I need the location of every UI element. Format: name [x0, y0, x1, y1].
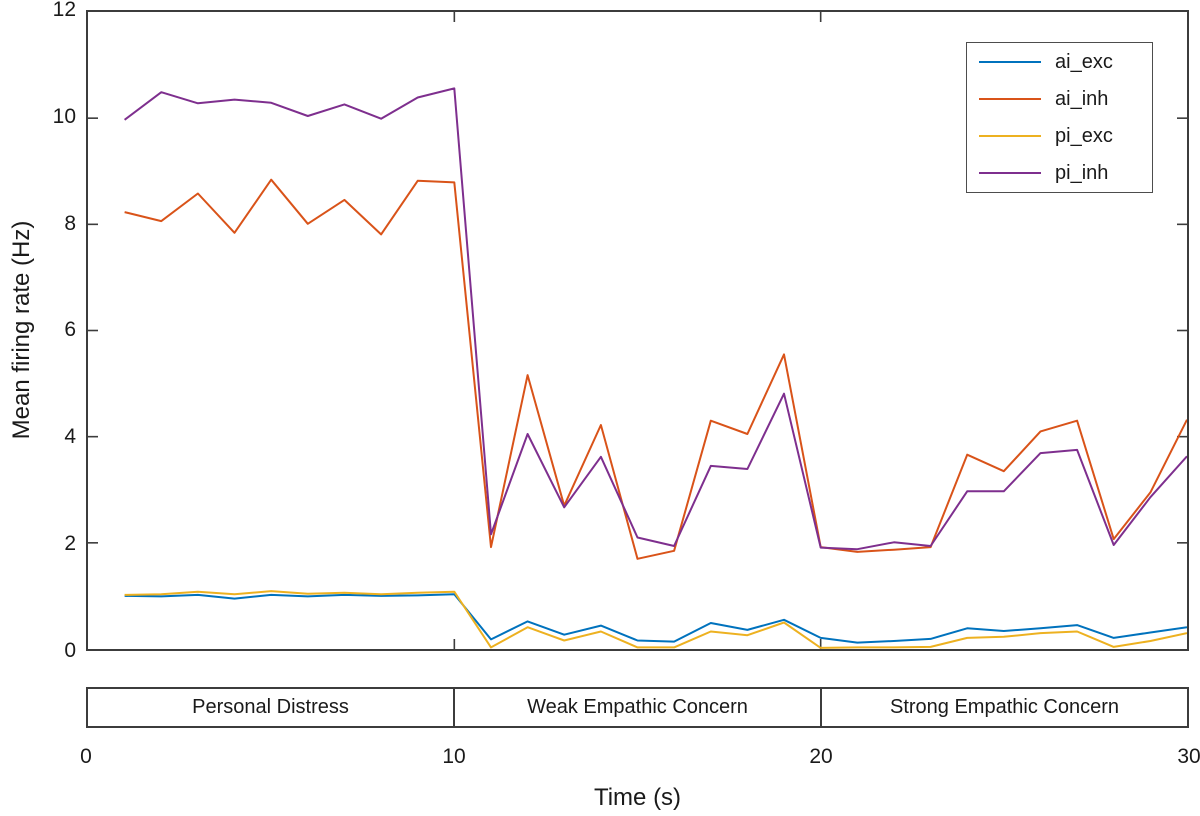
y-tick-label: 8: [64, 212, 76, 235]
plot-canvas: [88, 12, 1187, 649]
y-tick-label: 12: [52, 0, 76, 21]
legend-label: ai_inh: [1055, 87, 1109, 110]
y-tick-label: 2: [64, 532, 76, 555]
x-axis-label: Time (s): [593, 784, 682, 811]
y-tick-label: 10: [52, 105, 76, 128]
x-tick-label: 10: [442, 745, 466, 768]
phase-band-strong-empathic-concern: Strong Empathic Concern: [820, 689, 1187, 726]
legend-entry-ai_inh: ai_inh: [967, 89, 1152, 109]
series-line-pi_exc: [124, 590, 1187, 649]
legend-label: ai_exc: [1055, 50, 1113, 73]
y-tick-label: 0: [64, 639, 76, 662]
phase-band-personal-distress: Personal Distress: [192, 696, 349, 718]
legend-label: pi_exc: [1055, 125, 1113, 148]
x-tick-label: 30: [1177, 745, 1200, 768]
legend-entry-pi_exc: pi_exc: [967, 126, 1152, 146]
y-tick-label: 6: [64, 318, 76, 341]
series-line-ai_exc: [124, 593, 1187, 644]
legend-entry-pi_inh: pi_inh: [967, 163, 1152, 183]
legend: ai_exc ai_inh pi_exc pi_inh: [966, 42, 1153, 193]
legend-label: pi_inh: [1055, 162, 1109, 185]
legend-entry-ai_exc: ai_exc: [967, 52, 1152, 72]
legend-line-sample-icon: [979, 97, 1041, 100]
y-tick-label: 4: [64, 425, 76, 448]
phase-band-weak-empathic-concern: Weak Empathic Concern: [453, 689, 820, 726]
series-line-ai_inh: [124, 178, 1187, 560]
legend-line-sample-icon: [979, 135, 1041, 138]
series-line-pi_inh: [123, 87, 1187, 551]
x-tick-label: 0: [80, 745, 92, 768]
phase-band-strip: Personal Distress Weak Empathic Concern …: [86, 687, 1189, 728]
x-tick-label: 20: [809, 745, 833, 768]
legend-line-sample-icon: [979, 172, 1041, 175]
legend-line-sample-icon: [979, 60, 1041, 63]
